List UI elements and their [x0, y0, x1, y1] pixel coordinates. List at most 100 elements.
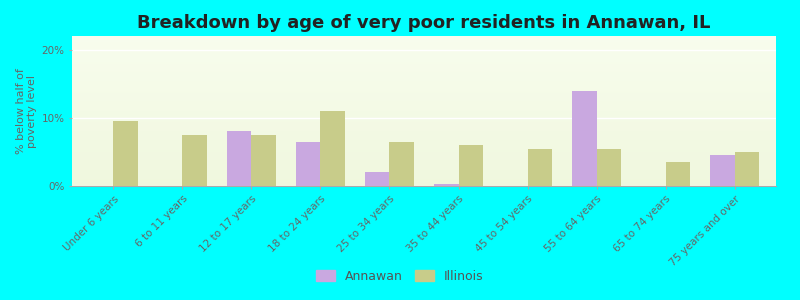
Bar — [72, 132, 776, 133]
Bar — [72, 55, 776, 56]
Bar — [572, 91, 597, 186]
Bar — [72, 70, 776, 71]
Bar — [72, 85, 776, 86]
Bar — [72, 176, 776, 177]
Bar — [72, 107, 776, 108]
Bar — [72, 103, 776, 104]
Bar — [72, 111, 776, 112]
Bar — [72, 136, 776, 137]
Bar — [72, 54, 776, 55]
Bar — [72, 154, 776, 155]
Bar — [72, 144, 776, 145]
Bar — [72, 74, 776, 75]
Bar — [72, 147, 776, 148]
Bar — [72, 44, 776, 45]
Bar — [72, 180, 776, 181]
Bar — [72, 104, 776, 105]
Bar — [72, 121, 776, 122]
Bar — [72, 156, 776, 157]
Bar — [321, 111, 345, 186]
Bar — [72, 164, 776, 165]
Bar — [72, 130, 776, 131]
Bar — [72, 72, 776, 73]
Bar — [72, 117, 776, 118]
Bar — [72, 106, 776, 107]
Bar — [72, 81, 776, 82]
Bar — [72, 118, 776, 119]
Bar — [72, 141, 776, 142]
Bar — [251, 135, 276, 186]
Bar — [72, 125, 776, 126]
Bar — [72, 126, 776, 127]
Bar — [72, 82, 776, 83]
Bar — [72, 178, 776, 179]
Title: Breakdown by age of very poor residents in Annawan, IL: Breakdown by age of very poor residents … — [138, 14, 710, 32]
Bar — [72, 135, 776, 136]
Bar — [72, 77, 776, 78]
Bar — [72, 82, 776, 83]
Bar — [296, 142, 321, 186]
Bar — [72, 114, 776, 115]
Bar — [114, 121, 138, 186]
Bar — [72, 71, 776, 72]
Bar — [72, 80, 776, 81]
Bar — [72, 150, 776, 151]
Bar — [72, 64, 776, 65]
Bar — [72, 37, 776, 38]
Bar — [72, 102, 776, 103]
Bar — [72, 140, 776, 141]
Bar — [72, 49, 776, 50]
Bar — [72, 131, 776, 132]
Bar — [72, 120, 776, 121]
Bar — [72, 137, 776, 138]
Bar — [72, 133, 776, 134]
Bar — [72, 173, 776, 174]
Bar — [72, 56, 776, 57]
Bar — [72, 119, 776, 120]
Bar — [72, 40, 776, 41]
Bar — [666, 162, 690, 186]
Bar — [72, 96, 776, 97]
Bar — [72, 62, 776, 63]
Bar — [72, 73, 776, 74]
Bar — [72, 123, 776, 124]
Bar — [72, 169, 776, 170]
Bar — [597, 148, 621, 186]
Bar — [72, 100, 776, 101]
Bar — [72, 92, 776, 93]
Bar — [72, 162, 776, 163]
Bar — [72, 165, 776, 166]
Bar — [72, 38, 776, 39]
Bar — [72, 61, 776, 62]
Bar — [72, 39, 776, 40]
Bar — [72, 146, 776, 147]
Bar — [434, 184, 458, 186]
Bar — [72, 85, 776, 86]
Bar — [72, 78, 776, 79]
Bar — [72, 143, 776, 144]
Bar — [72, 171, 776, 172]
Bar — [182, 135, 206, 186]
Bar — [72, 145, 776, 146]
Bar — [72, 134, 776, 135]
Bar — [72, 183, 776, 184]
Bar — [72, 66, 776, 67]
Bar — [72, 161, 776, 162]
Bar — [72, 174, 776, 175]
Bar — [72, 110, 776, 111]
Bar — [72, 45, 776, 46]
Bar — [72, 75, 776, 76]
Bar — [72, 139, 776, 140]
Bar — [72, 124, 776, 125]
Bar — [72, 47, 776, 48]
Bar — [72, 63, 776, 64]
Bar — [72, 167, 776, 168]
Bar — [72, 149, 776, 150]
Bar — [72, 152, 776, 153]
Bar — [72, 79, 776, 80]
Bar — [72, 182, 776, 183]
Bar — [72, 100, 776, 101]
Bar — [72, 76, 776, 77]
Bar — [72, 58, 776, 59]
Bar — [72, 179, 776, 180]
